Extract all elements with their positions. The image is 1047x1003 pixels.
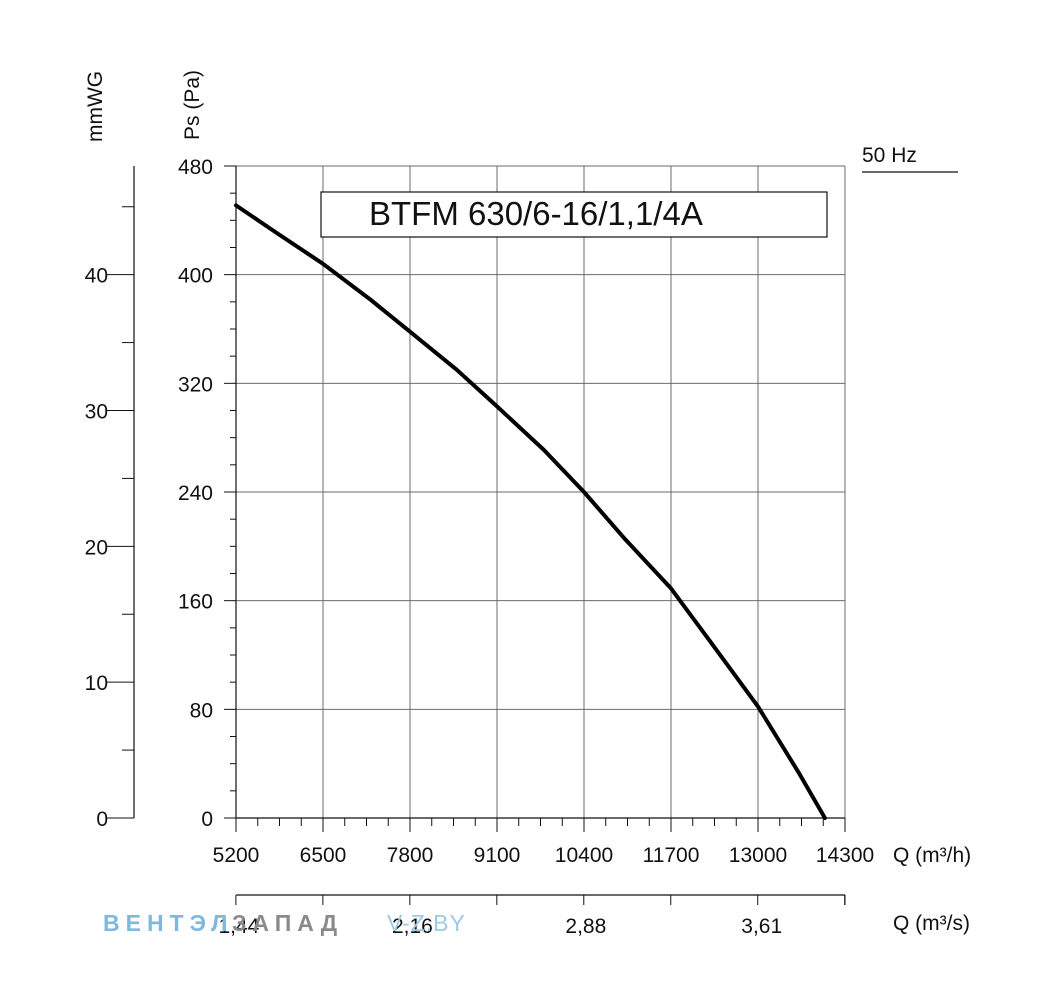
y2-tick-label-0: 0 xyxy=(96,808,108,831)
frequency-legend: 50 Hz xyxy=(862,144,958,173)
y-tick-label-5: 400 xyxy=(178,265,213,288)
x-tick-label-2: 7800 xyxy=(387,844,434,867)
watermark-part1: ВЕНТЭЛ xyxy=(103,910,233,936)
x-axis-title: Q (m³/h) xyxy=(893,844,971,867)
series xyxy=(234,203,827,820)
watermark-part3: V-Z.BY xyxy=(387,910,466,936)
x2-tick-label-0: 1,44 xyxy=(218,915,259,938)
y-tick-label-0: 0 xyxy=(201,808,213,831)
performance-curve-0 xyxy=(234,203,827,820)
x-tick-label-1: 6500 xyxy=(300,844,347,867)
x-tick-label-0: 5200 xyxy=(213,844,260,867)
x-tick-label-4: 10400 xyxy=(555,844,613,867)
y-axis-title: Ps (Pa) xyxy=(181,70,204,140)
x2-tick-label-1: 2,16 xyxy=(392,915,433,938)
y-tick-label-1: 80 xyxy=(190,699,213,722)
grid xyxy=(236,165,846,818)
y-tick-label-3: 240 xyxy=(178,482,213,505)
watermark-part2: ЗАПАД xyxy=(232,910,343,936)
y-tick-label-2: 160 xyxy=(178,591,213,614)
y2-tick-label-4: 40 xyxy=(85,265,108,288)
y-tick-label-4: 320 xyxy=(178,373,213,396)
x-tick-label-6: 13000 xyxy=(729,844,787,867)
x2-tick-label-2: 2,88 xyxy=(565,915,606,938)
y2-tick-label-3: 30 xyxy=(85,401,108,424)
x-tick-label-7: 14300 xyxy=(816,844,874,867)
y-tick-label-6: 480 xyxy=(178,156,213,179)
x-tick-label-5: 11700 xyxy=(643,844,700,867)
y2-tick-label-1: 10 xyxy=(85,672,108,695)
model-label: BTFM 630/6-16/1,1/4A xyxy=(369,195,703,232)
y2-tick-label-2: 20 xyxy=(85,536,108,559)
watermark: ВЕНТЭЛ ЗАПАД V-Z.BY xyxy=(103,910,466,936)
x2-tick-label-3: 3,61 xyxy=(741,915,782,938)
x-tick-label-3: 9100 xyxy=(474,844,521,867)
frequency-label: 50 Hz xyxy=(862,144,917,167)
y-axis-secondary-title: mmWG xyxy=(84,71,107,142)
model-label-box xyxy=(320,191,828,238)
x-axis-secondary-title: Q (m³/s) xyxy=(893,912,970,935)
axes xyxy=(106,165,846,905)
